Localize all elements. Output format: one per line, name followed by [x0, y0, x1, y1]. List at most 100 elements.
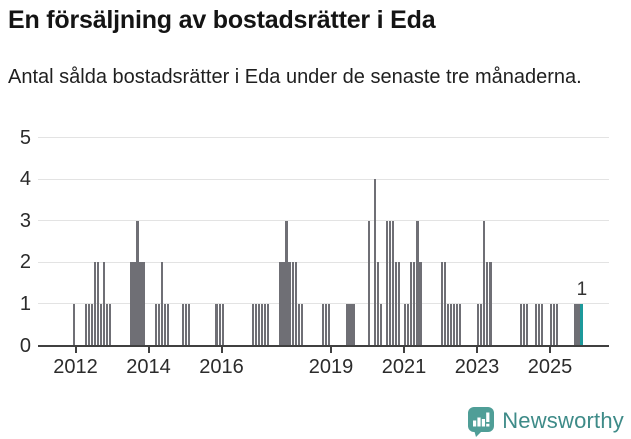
- bar: [294, 262, 297, 346]
- bar: [261, 303, 264, 346]
- x-tick-mark: [74, 346, 77, 353]
- bar: [99, 303, 103, 346]
- bar: [458, 303, 462, 346]
- bar: [96, 262, 100, 346]
- bar: [188, 303, 191, 346]
- bar: [139, 262, 142, 346]
- bar: [519, 303, 522, 346]
- bar: [102, 262, 106, 346]
- bar: [258, 303, 261, 346]
- y-gridline: [38, 137, 609, 138]
- bar: [157, 303, 160, 346]
- bar: [324, 303, 328, 346]
- bar: [215, 303, 218, 346]
- bar: [540, 303, 544, 346]
- bar: [218, 303, 221, 346]
- bar: [136, 220, 139, 346]
- bar: [133, 262, 136, 346]
- x-tick-label: 2023: [454, 355, 500, 378]
- bar: [446, 303, 449, 346]
- bar: [379, 303, 383, 346]
- bar: [297, 303, 300, 346]
- bar: [264, 303, 267, 346]
- y-tick-label: 2: [19, 251, 31, 274]
- y-tick-label: 5: [19, 126, 31, 149]
- bar: [455, 303, 459, 346]
- y-gridline: [38, 220, 609, 222]
- x-tick-mark: [330, 346, 332, 353]
- bar: [282, 262, 285, 346]
- bar: [480, 303, 483, 346]
- bar: [404, 303, 407, 346]
- bar: [267, 303, 270, 346]
- bar: [397, 262, 401, 346]
- bar: [251, 303, 255, 346]
- y-tick-label: 3: [19, 209, 31, 232]
- chart-title: En försäljning av bostadsrätter i Eda: [8, 6, 436, 34]
- bar: [388, 220, 392, 346]
- bar: [550, 303, 553, 346]
- bar: [166, 303, 170, 346]
- x-tick-label: 2016: [199, 355, 244, 378]
- bar: [84, 303, 87, 346]
- y-tick-label: 4: [19, 168, 31, 191]
- bar: [419, 262, 422, 346]
- bar: [534, 303, 538, 346]
- x-tick-label: 2012: [53, 355, 98, 378]
- bar: [142, 262, 145, 346]
- bar: [349, 303, 352, 346]
- x-tick-mark: [476, 346, 478, 353]
- y-gridline: [38, 261, 609, 263]
- bar: [553, 303, 556, 346]
- bar: [328, 303, 331, 346]
- bar: [407, 303, 410, 346]
- bar: [373, 179, 376, 346]
- bar: [160, 262, 164, 346]
- bar: [279, 262, 282, 346]
- x-tick-mark: [147, 346, 150, 353]
- bar: [391, 220, 395, 346]
- x-tick-mark: [220, 346, 223, 353]
- bar: [182, 303, 185, 346]
- bar: [489, 262, 492, 346]
- bar: [522, 303, 525, 346]
- last-value-label: 1: [576, 278, 588, 300]
- bar: [574, 303, 577, 346]
- bar: [130, 262, 133, 346]
- bar: [376, 262, 379, 346]
- bar: [449, 303, 452, 346]
- x-tick-mark: [549, 346, 551, 353]
- bar: [413, 262, 416, 346]
- x-tick-label: 2025: [527, 355, 573, 378]
- newsworthy-logo[interactable]: Newsworthy: [467, 404, 624, 438]
- bar: [452, 303, 456, 346]
- bar: [93, 262, 97, 346]
- bar: [185, 303, 188, 346]
- bar: [483, 220, 486, 346]
- bar: [154, 303, 157, 346]
- bar: [105, 303, 109, 346]
- bar: [440, 262, 443, 346]
- bar-highlight: [580, 303, 584, 346]
- chart-subtitle: Antal sålda bostadsrätter i Eda under de…: [8, 66, 582, 88]
- bar: [87, 303, 91, 346]
- bar: [486, 262, 489, 346]
- bar: [385, 220, 389, 346]
- bar: [300, 303, 303, 346]
- newsworthy-wordmark: Newsworthy: [502, 408, 624, 433]
- bar: [288, 262, 291, 346]
- bar: [72, 303, 75, 346]
- bar: [556, 303, 559, 346]
- bar: [346, 303, 349, 346]
- x-tick-mark: [403, 346, 405, 353]
- bar: [109, 303, 112, 346]
- y-tick-label: 1: [19, 292, 31, 315]
- bar: [221, 303, 224, 346]
- x-tick-label: 2014: [126, 355, 171, 378]
- bar: [90, 303, 94, 346]
- bar: [525, 303, 529, 346]
- bar: [537, 303, 541, 346]
- bar: [416, 220, 419, 346]
